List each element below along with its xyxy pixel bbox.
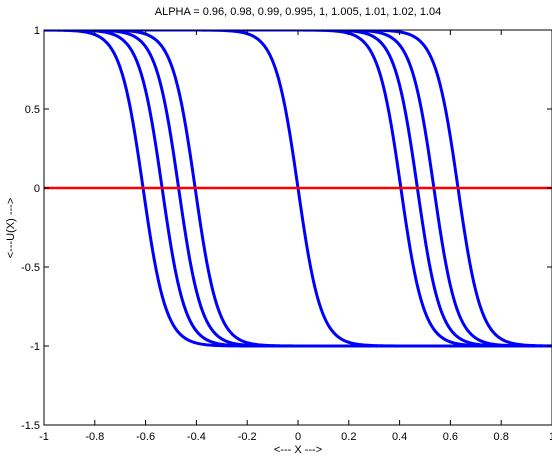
y-tick-label: -1	[30, 341, 40, 353]
x-tick-label: -0.6	[136, 431, 155, 443]
plot-area	[43, 29, 552, 426]
y-axis-label: <---U(X) --->	[5, 198, 17, 259]
x-tick-label: -0.8	[85, 431, 104, 443]
x-tick-label: -0.4	[187, 431, 206, 443]
x-axis-label: <--- X --->	[274, 444, 322, 456]
x-tick-label: 0.8	[494, 431, 509, 443]
x-tick-label: 0.6	[443, 431, 458, 443]
x-tick-label: 0	[295, 431, 301, 443]
series-line-8	[44, 30, 552, 348]
x-tick-label: 0.4	[392, 431, 407, 443]
y-tick-label: 0	[34, 183, 40, 195]
series-line-9	[44, 30, 552, 348]
x-tick-label: 1	[549, 431, 552, 443]
x-tick-label: 0.2	[341, 431, 356, 443]
plot-background	[44, 30, 552, 425]
x-tick-label: -0.2	[238, 431, 257, 443]
y-tick-label: -1.5	[21, 420, 40, 432]
x-tick-label: -1	[39, 431, 49, 443]
y-tick-label: -0.5	[21, 262, 40, 274]
y-tick-label: 0.5	[25, 104, 40, 116]
y-tick-label: 1	[34, 25, 40, 37]
chart-title: ALPHA = 0.96, 0.98, 0.99, 0.995, 1, 1.00…	[155, 6, 442, 18]
